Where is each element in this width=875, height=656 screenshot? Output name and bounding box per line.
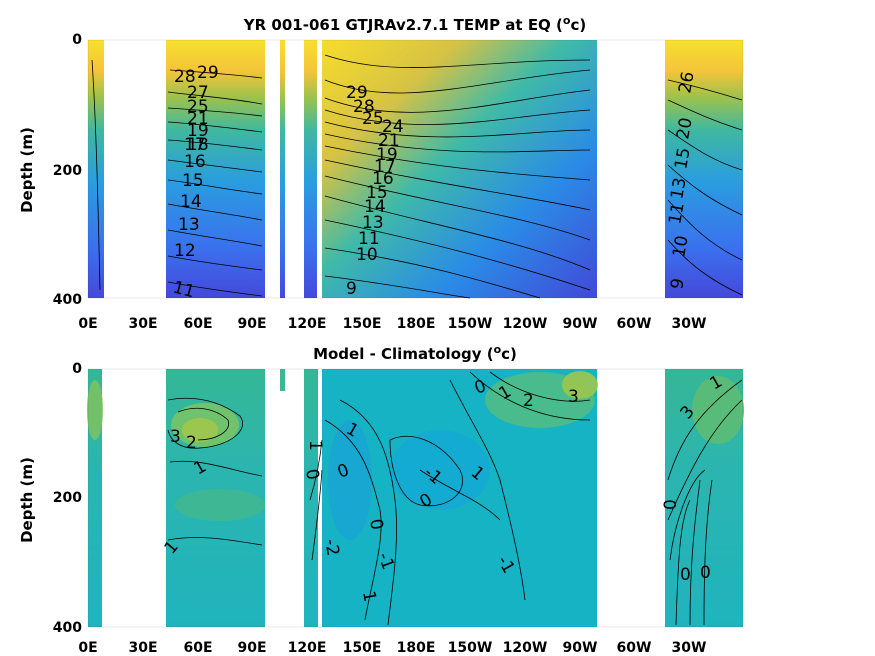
- top-clabel: 21: [187, 109, 209, 129]
- top-clabel: 21: [378, 131, 400, 151]
- top-region-west-indian: [88, 40, 104, 298]
- top-clabel: 28: [353, 97, 375, 117]
- top-xtick: 90W: [563, 316, 598, 332]
- top-clabel: 13: [667, 176, 690, 201]
- bottom-clabel: 0: [365, 517, 387, 531]
- bottom-ytick: 200: [53, 490, 82, 506]
- top-ytick: 400: [53, 292, 82, 308]
- top-clabel: 27: [187, 83, 209, 103]
- top-clabel: 11: [358, 229, 380, 249]
- bottom-clabel: 0: [661, 499, 681, 510]
- top-clabel: 10: [356, 245, 378, 265]
- top-clabel: 26: [675, 70, 698, 95]
- bottom-xtick: 30E: [128, 640, 157, 656]
- bottom-ylabel: Depth (m): [18, 457, 36, 543]
- bottom-clabel: 1: [358, 589, 380, 603]
- bottom-clabel: 0: [301, 467, 323, 481]
- bottom-xticks: 0E 30E 60E 90E 120E 150E 180E 150W 120W …: [78, 640, 706, 656]
- top-title: YR 001-061 GTJRAv2.7.1 TEMP at EQ (oc): [243, 14, 586, 34]
- top-clabel: 15: [366, 183, 388, 203]
- top-xtick: 120E: [288, 316, 327, 332]
- top-contour-labels: 29 28 27 25 21 19 18 17 16 15 14 13 12 1…: [171, 63, 699, 302]
- top-clabel: 16: [372, 169, 394, 189]
- top-xtick: 90E: [237, 316, 266, 332]
- bottom-axes-box: [87, 368, 744, 628]
- top-region-sliver-a: [280, 40, 285, 298]
- bottom-clabel: 3: [170, 427, 181, 447]
- bottom-region-sliver-a: [280, 369, 285, 391]
- top-xtick: 180E: [397, 316, 436, 332]
- top-clabel: 9: [346, 279, 357, 299]
- top-xtick: 0E: [78, 316, 97, 332]
- top-clabel: 25: [187, 97, 209, 117]
- bottom-xtick: 0E: [78, 640, 97, 656]
- top-region-indian: [166, 40, 265, 298]
- bottom-contour-lines: [167, 371, 743, 626]
- top-clabel: 24: [382, 117, 404, 137]
- top-clabel: 18: [187, 135, 209, 155]
- bottom-ytick: 400: [53, 620, 82, 636]
- bottom-xtick: 180E: [397, 640, 436, 656]
- top-clabel: 15: [182, 171, 204, 191]
- top-clabel: 16: [184, 152, 206, 172]
- top-clabel: 9: [667, 277, 689, 291]
- bottom-xtick: 150W: [448, 640, 493, 656]
- top-region-sliver-b: [304, 40, 317, 298]
- top-ytick: 200: [53, 163, 82, 179]
- top-clabel: 10: [669, 234, 692, 259]
- top-clabel: 29: [346, 83, 368, 103]
- top-clabel: 28: [174, 67, 196, 87]
- top-clabel: 20: [673, 116, 696, 141]
- bottom-xtick: 30W: [672, 640, 707, 656]
- top-clabel: 13: [362, 213, 384, 233]
- bottom-clabel: 0: [700, 563, 711, 583]
- top-clabel: 12: [174, 241, 196, 261]
- bottom-clabel: -1: [373, 550, 398, 573]
- top-xtick: 60E: [183, 316, 212, 332]
- top-xtick: 150E: [343, 316, 382, 332]
- top-xticks: 0E 30E 60E 90E 120E 150E 180E 150W 120W …: [78, 316, 706, 332]
- top-clabel: 15: [671, 146, 694, 171]
- top-clabel: 17: [184, 135, 206, 155]
- top-xtick: 30W: [672, 316, 707, 332]
- top-xtick: 150W: [448, 316, 493, 332]
- top-clabel: 13: [178, 215, 200, 235]
- bottom-clabel: 3: [568, 387, 579, 407]
- bottom-clabel: 2: [186, 433, 197, 453]
- bottom-xtick: 120W: [503, 640, 548, 656]
- top-axes-box: [87, 39, 744, 299]
- top-clabel: 14: [364, 197, 386, 217]
- top-clabel: 14: [180, 192, 202, 212]
- top-region-atlantic: [665, 40, 743, 298]
- top-clabel: 17: [374, 157, 396, 177]
- top-ylabel: Depth (m): [18, 127, 36, 213]
- bottom-panel: Model - Climatology (oc): [18, 343, 744, 656]
- bottom-clabel: 1: [305, 440, 325, 451]
- top-ytick: 0: [72, 32, 82, 48]
- top-clabel: 25: [362, 109, 384, 129]
- top-xtick: 30E: [128, 316, 157, 332]
- bottom-clabel: 0: [680, 565, 691, 585]
- bottom-title: Model - Climatology (oc): [313, 343, 517, 363]
- top-clabel: 29: [197, 63, 219, 83]
- bottom-clabel: 2: [523, 391, 534, 411]
- top-xtick: 120W: [503, 316, 548, 332]
- bottom-clabel: -2: [320, 537, 343, 557]
- bottom-xtick: 60W: [617, 640, 652, 656]
- bottom-xtick: 90E: [237, 640, 266, 656]
- top-clabel: 11: [665, 201, 688, 226]
- bottom-xtick: 90W: [563, 640, 598, 656]
- top-clabel: 11: [171, 278, 197, 303]
- top-clabel: 19: [376, 145, 398, 165]
- bottom-xtick: 60E: [183, 640, 212, 656]
- bottom-ytick: 0: [72, 361, 82, 377]
- top-contour-lines: [91, 54, 743, 299]
- top-panel: YR 001-061 GTJRAv2.7.1 TEMP at EQ (oc): [18, 14, 744, 332]
- bottom-xtick: 150E: [343, 640, 382, 656]
- top-clabel: 19: [187, 121, 209, 141]
- bottom-xtick: 120E: [288, 640, 327, 656]
- top-xtick: 60W: [617, 316, 652, 332]
